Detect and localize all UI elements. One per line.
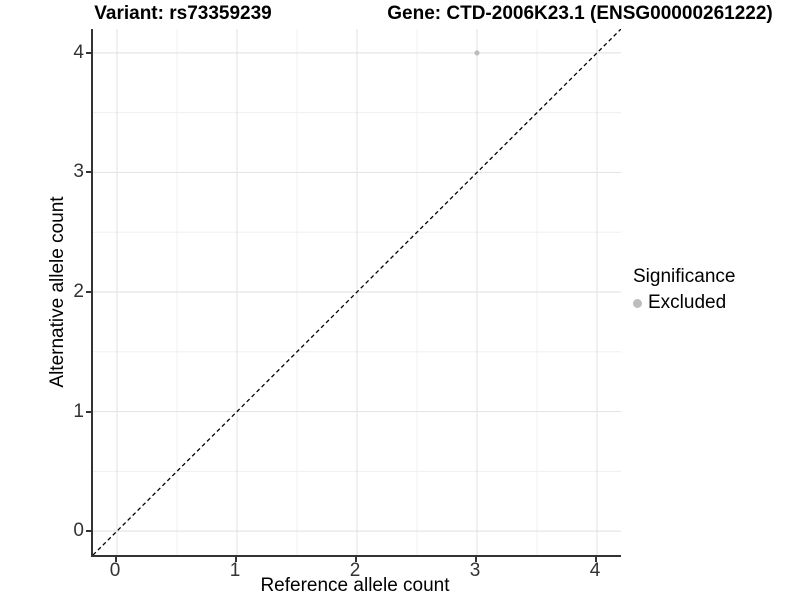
y-tick-mark <box>86 410 91 413</box>
plot-canvas <box>93 29 621 555</box>
x-tick-label: 1 <box>229 560 241 581</box>
x-tick-mark <box>594 557 597 562</box>
y-tick-label: 2 <box>73 281 84 302</box>
data-point <box>474 50 480 56</box>
gene-title: Gene: CTD-2006K23.1 (ENSG00000261222) <box>387 3 773 24</box>
legend-items: Excluded <box>633 292 735 314</box>
y-tick-mark <box>86 171 91 174</box>
y-tick-label: 0 <box>73 520 84 542</box>
legend-key-dot-icon <box>633 298 642 308</box>
x-tick-mark <box>114 557 117 562</box>
y-axis-title: Alternative allele count <box>47 196 68 388</box>
legend-item-label: Excluded <box>648 292 727 313</box>
legend-title: Significance <box>633 266 736 287</box>
y-tick-label: 4 <box>73 41 84 63</box>
x-tick-label: 2 <box>349 560 361 581</box>
plot-panel <box>91 29 621 557</box>
legend-item: Excluded <box>633 292 735 314</box>
x-axis-title: Reference allele count <box>260 575 450 596</box>
x-tick-label: 4 <box>589 560 601 581</box>
x-tick-mark <box>474 557 477 562</box>
legend: Significance Excluded <box>633 266 735 314</box>
y-tick-label: 3 <box>73 161 84 183</box>
y-tick-mark <box>86 51 91 54</box>
y-tick-mark <box>86 291 91 293</box>
y-tick-label: 1 <box>73 400 84 422</box>
x-tick-mark <box>354 557 357 562</box>
x-tick-label: 3 <box>469 560 481 581</box>
y-tick-mark <box>86 530 91 533</box>
variant-title: Variant: rs73359239 <box>94 3 272 24</box>
x-tick-mark <box>234 557 237 562</box>
x-tick-label: 0 <box>109 560 121 581</box>
identity-reference-line <box>93 29 621 555</box>
